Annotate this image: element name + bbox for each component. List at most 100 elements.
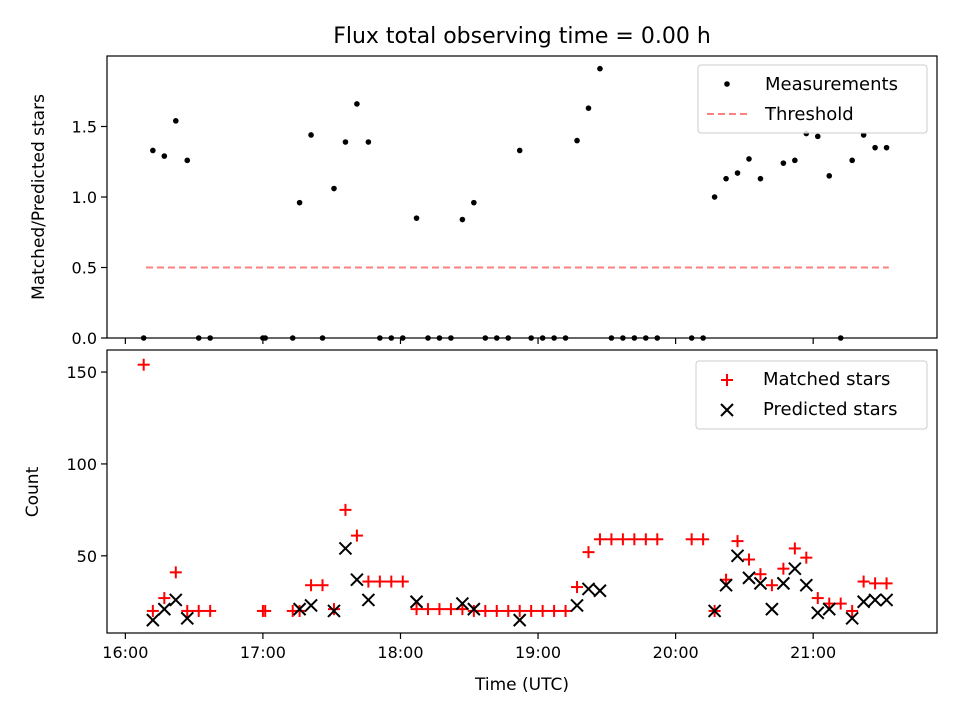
matched-star-point — [362, 575, 375, 588]
predicted-star-point — [338, 541, 353, 556]
measurement-point — [516, 147, 523, 154]
measurement-point — [150, 147, 156, 154]
matched-star-point — [192, 604, 205, 617]
measurement-point — [849, 157, 855, 164]
matched-star-point — [536, 604, 549, 617]
measurement-point — [746, 156, 752, 162]
ratio-plot-frame — [106, 55, 938, 339]
predicted-star-point — [856, 595, 871, 609]
matched-star-point — [731, 535, 744, 548]
legend-threshold-label: Threshold — [764, 104, 854, 125]
legend-predicted-label: Predicted stars — [763, 399, 897, 420]
matched-star-point — [421, 603, 434, 616]
x-tick-label: 21:00 — [790, 643, 836, 662]
matched-star-point — [305, 579, 318, 592]
predicted-star-point — [292, 602, 307, 616]
predicted-star-point — [799, 578, 814, 592]
matched-star-point — [548, 604, 561, 617]
matched-star-point — [811, 592, 824, 605]
predicted-star-point — [753, 576, 768, 591]
matched-star-point — [869, 577, 882, 590]
x-tick-label: 20:00 — [653, 643, 699, 662]
ratio-axes: 0.0 0.5 1.0 1.5 — [72, 118, 814, 348]
legend-matched-marker — [721, 374, 733, 386]
matched-star-point — [639, 533, 652, 546]
measurement-point — [471, 199, 477, 206]
matched-star-point — [479, 604, 492, 617]
matched-star-point — [651, 533, 664, 546]
ratio-legend-box — [697, 64, 928, 134]
legend-measurements-marker — [724, 81, 730, 87]
matched-star-point — [559, 604, 572, 617]
matched-star-point — [857, 575, 870, 588]
matched-star-point — [880, 577, 893, 590]
measurement-point — [354, 101, 360, 107]
predicted-star-point — [868, 593, 882, 607]
matched-star-point — [571, 581, 584, 594]
matched-star-point — [834, 597, 847, 610]
matched-star-point — [259, 604, 272, 617]
measurement-point — [574, 137, 580, 144]
matched-star-point — [513, 604, 526, 617]
ratio-panel: 0.0 0.5 1.0 1.5 Matched/Predicted stars Mea… — [29, 55, 938, 348]
predicted-star-point — [157, 602, 172, 616]
matched-star-point — [697, 533, 710, 546]
matched-star-point — [846, 604, 859, 617]
count-axes: 16:00 17:00 18:00 19:00 20:00 21:00 50 100 150 — [66, 363, 836, 662]
measurement-point — [723, 175, 729, 182]
predicted-star-point — [742, 571, 756, 585]
matched-star-point — [158, 592, 171, 605]
matched-star-point — [181, 604, 194, 617]
measurement-point — [792, 157, 798, 164]
predicted-star-point — [707, 604, 722, 618]
predicted-star-point — [581, 582, 596, 596]
matched-star-point — [385, 575, 398, 588]
ratio-y-axis-label: Matched/Predicted stars — [29, 94, 49, 300]
measurement-point — [860, 132, 867, 138]
ratio-marks — [140, 65, 890, 341]
measurement-point — [184, 157, 191, 164]
measurement-point — [585, 105, 592, 111]
count-marks — [137, 358, 894, 627]
matched-star-point — [685, 533, 698, 546]
matched-star-point — [410, 603, 423, 616]
matched-star-point — [433, 603, 446, 616]
measurement-point — [365, 139, 372, 145]
measurement-point — [296, 199, 303, 206]
predicted-star-point — [304, 598, 318, 613]
legend-matched-label: Matched stars — [763, 369, 890, 390]
count-legend: Matched stars Predicted stars — [695, 360, 928, 430]
ratio-y-tick-label: 1.0 — [72, 188, 97, 207]
predicted-star-point — [361, 593, 376, 607]
matched-star-point — [754, 568, 767, 581]
count-y-tick-label: 50 — [77, 547, 97, 566]
count-legend-box — [695, 360, 928, 430]
matched-star-point — [616, 533, 629, 546]
matched-star-point — [720, 573, 733, 586]
predicted-star-point — [822, 602, 836, 616]
matched-star-point — [765, 579, 778, 592]
matched-star-point — [204, 604, 217, 617]
predicted-star-point — [570, 598, 584, 613]
predicted-star-point — [146, 613, 160, 627]
predicted-star-point — [879, 593, 894, 607]
measurement-point — [883, 144, 890, 151]
x-tick-label: 18:00 — [377, 643, 423, 662]
legend-predicted-marker — [720, 403, 734, 417]
predicted-star-point — [409, 595, 424, 609]
measurement-point — [459, 216, 466, 223]
matched-star-point — [525, 604, 538, 617]
predicted-star-point — [788, 561, 802, 576]
measurement-point — [172, 118, 179, 124]
measurement-point — [814, 133, 821, 140]
measurement-point — [734, 170, 741, 176]
matched-star-point — [490, 604, 503, 617]
x-axis-label: Time (UTC) — [474, 675, 569, 695]
predicted-star-point — [350, 573, 364, 587]
predicted-star-point — [455, 596, 470, 611]
matched-star-point — [316, 579, 329, 592]
count-y-tick-label: 100 — [66, 455, 97, 474]
ratio-legend: Measurements Threshold — [697, 64, 928, 134]
matched-star-point — [146, 604, 159, 617]
measurement-point — [342, 139, 349, 145]
